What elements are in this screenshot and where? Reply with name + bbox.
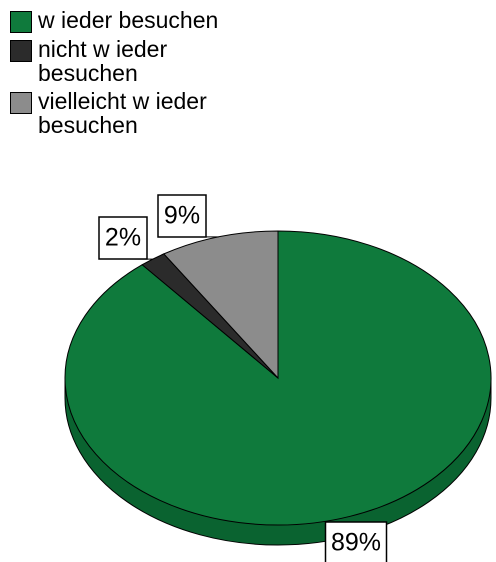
legend-item: w ieder besuchen [10,8,260,33]
legend-swatch [10,40,32,62]
legend-item: vielleicht w ieder besuchen [10,89,260,137]
legend-label: w ieder besuchen [38,7,219,33]
legend: w ieder besuchen nicht w ieder besuchen vi… [10,8,260,141]
data-label: 9% [164,202,200,230]
legend-label: vielleicht w ieder besuchen [38,88,207,138]
legend-item: nicht w ieder besuchen [10,37,260,85]
pie-slice [163,230,279,380]
label-box [157,194,207,238]
data-label: 2% [105,224,141,252]
legend-swatch [10,11,32,33]
data-label: 89% [331,529,381,557]
legend-swatch [10,92,32,114]
legend-label: nicht w ieder besuchen [38,36,168,86]
label-box [98,216,148,260]
label-box [324,521,388,562]
